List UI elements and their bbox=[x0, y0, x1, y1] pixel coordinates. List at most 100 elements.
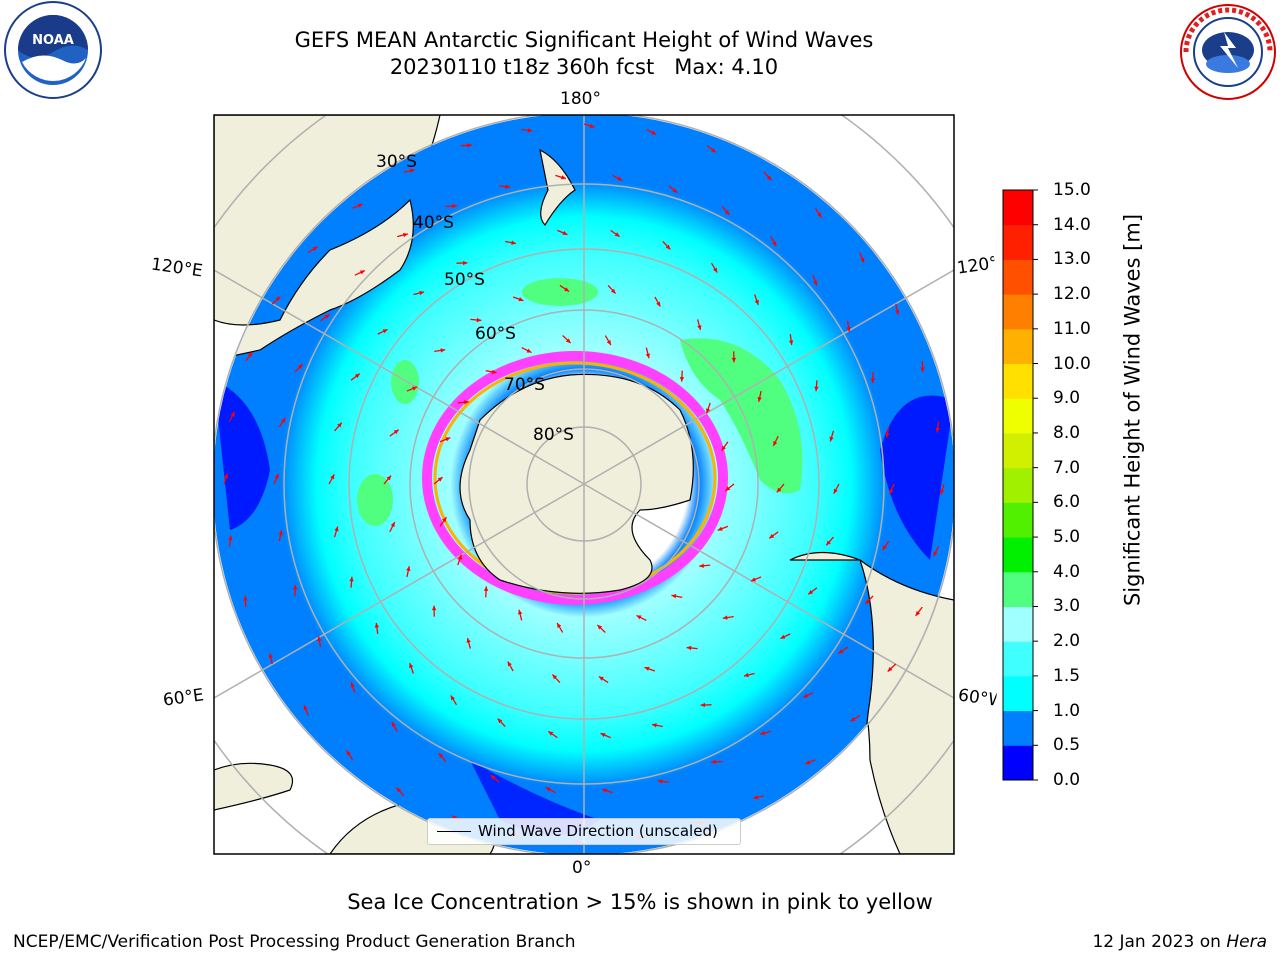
wave-arrow-head bbox=[476, 317, 482, 323]
wave-arrow-head bbox=[940, 489, 945, 495]
colorbar-tick-label: 15.0 bbox=[1053, 180, 1091, 200]
wave-arrow-head bbox=[337, 422, 342, 428]
wave-arrow-head bbox=[686, 645, 692, 651]
lon-label-180: 180° bbox=[560, 89, 601, 109]
wave-arrow-head bbox=[706, 408, 711, 414]
wave-arrow-head bbox=[396, 787, 402, 793]
wave-arrow-head bbox=[419, 290, 425, 296]
wave-arrow-head bbox=[743, 672, 749, 678]
lat-label-80s: 80°S bbox=[533, 425, 574, 445]
wave-arrow-head bbox=[665, 244, 671, 250]
lat-label-50s: 50°S bbox=[444, 270, 485, 290]
wave-arrow-head bbox=[445, 437, 451, 442]
wave-arrow-head bbox=[557, 622, 562, 628]
wave-arrow-head bbox=[497, 718, 503, 724]
wave-arrow-head bbox=[833, 488, 838, 494]
colorbar-frame bbox=[1002, 189, 1034, 781]
wave-arrow-head bbox=[657, 779, 663, 784]
wave-arrow-head bbox=[805, 760, 811, 765]
wave-arrow-head bbox=[409, 168, 415, 173]
date-text: 12 Jan 2023 on Hera bbox=[1092, 932, 1267, 952]
wave-arrow-head bbox=[247, 352, 253, 358]
wave-arrow-head bbox=[402, 232, 408, 238]
wave-arrow-head bbox=[725, 486, 731, 491]
wave-arrow-head bbox=[602, 788, 608, 793]
wave-arrow-head bbox=[829, 436, 834, 442]
colorbar-segment bbox=[1003, 190, 1033, 226]
credit-text: NCEP/EMC/Verification Post Processing Pr… bbox=[13, 932, 576, 952]
wave-arrow-head bbox=[440, 348, 446, 353]
wave-arrow-head bbox=[268, 653, 273, 659]
wave-arrow-head bbox=[507, 661, 512, 667]
wave-arrow-head bbox=[710, 147, 716, 153]
map-legend: Wind Wave Direction (unscaled) bbox=[427, 818, 741, 845]
wave-arrow-head bbox=[808, 589, 814, 595]
wave-arrow-head bbox=[889, 489, 894, 495]
wave-arrow-head bbox=[354, 373, 360, 379]
wave-arrow-head bbox=[614, 232, 620, 237]
wave-arrow-head bbox=[393, 429, 399, 435]
wave-arrow-head bbox=[780, 634, 786, 639]
wave-arrow-head bbox=[228, 535, 233, 541]
colorbar-tick-label: 2.0 bbox=[1053, 631, 1081, 652]
wave-arrow-head bbox=[409, 663, 414, 669]
colorbar-tick-label: 13.0 bbox=[1053, 249, 1091, 270]
wave-arrow-head bbox=[548, 731, 554, 736]
wave-arrow-head bbox=[817, 212, 822, 218]
wave-arrow-head bbox=[350, 682, 355, 688]
wave-arrow-head bbox=[813, 280, 818, 286]
wave-arrow-head bbox=[518, 609, 523, 615]
wave-arrow-head bbox=[386, 475, 392, 481]
colorbar-segment bbox=[1003, 675, 1033, 712]
wave-arrow-head bbox=[490, 775, 496, 780]
wave-arrow-head bbox=[895, 309, 900, 315]
wave-arrow-head bbox=[713, 267, 718, 273]
wave-arrow-head bbox=[606, 340, 611, 346]
wave-arrow-head bbox=[462, 260, 468, 266]
colorbar-tick-label: 9.0 bbox=[1053, 388, 1081, 409]
colorbar-segment bbox=[1003, 294, 1033, 330]
wave-arrow-head bbox=[721, 445, 726, 451]
colorbar-tick-label: 1.0 bbox=[1053, 700, 1081, 721]
wave-arrow-head bbox=[292, 584, 298, 590]
wave-arrow-head bbox=[312, 246, 318, 251]
wave-arrow-head bbox=[760, 730, 766, 736]
wave-arrow-head bbox=[317, 636, 322, 642]
wave-arrow-head bbox=[597, 624, 603, 630]
wave-arrow-head bbox=[722, 615, 728, 620]
wave-arrow-head bbox=[757, 396, 762, 402]
wave-arrow-head bbox=[511, 240, 517, 245]
legend-line-sample bbox=[437, 831, 471, 832]
wave-arrow-head bbox=[545, 787, 551, 792]
colorbar-segment bbox=[1003, 224, 1033, 260]
wave-arrow-head bbox=[230, 411, 235, 417]
wave-arrow-head bbox=[243, 596, 248, 601]
wave-arrow-head bbox=[334, 526, 339, 532]
noaa-logo-text: NOAA bbox=[32, 33, 74, 48]
colorbar-segment bbox=[1003, 502, 1033, 538]
colorbar-tick-label: 7.0 bbox=[1053, 457, 1081, 478]
colorbar-tick-label: 11.0 bbox=[1053, 318, 1091, 339]
colorbar-tick-label: 12.0 bbox=[1053, 284, 1091, 305]
wave-arrow-head bbox=[711, 759, 716, 765]
wave-arrow-head bbox=[865, 599, 871, 604]
wave-arrow-head bbox=[466, 637, 471, 643]
antarctica bbox=[459, 373, 694, 594]
wave-arrow-head bbox=[598, 676, 604, 681]
wave-arrow-head bbox=[697, 325, 702, 331]
wave-arrow-head bbox=[303, 705, 308, 711]
wave-arrow-head bbox=[431, 605, 437, 611]
wave-arrow-head bbox=[672, 188, 678, 193]
wave-arrow-head bbox=[357, 203, 363, 208]
colorbar-tick-label: 6.0 bbox=[1053, 492, 1081, 513]
wave-arrow-head bbox=[671, 594, 677, 599]
wave-arrow-head bbox=[565, 338, 571, 344]
wave-arrow-head bbox=[644, 666, 650, 671]
colorbar-tick-label: 10.0 bbox=[1053, 353, 1091, 374]
wave-arrow-head bbox=[274, 473, 279, 479]
wave-arrow-head bbox=[412, 386, 418, 391]
wave-arrow-head bbox=[882, 545, 887, 551]
wave-arrow-head bbox=[915, 610, 921, 616]
wave-arrow-head bbox=[838, 649, 844, 654]
